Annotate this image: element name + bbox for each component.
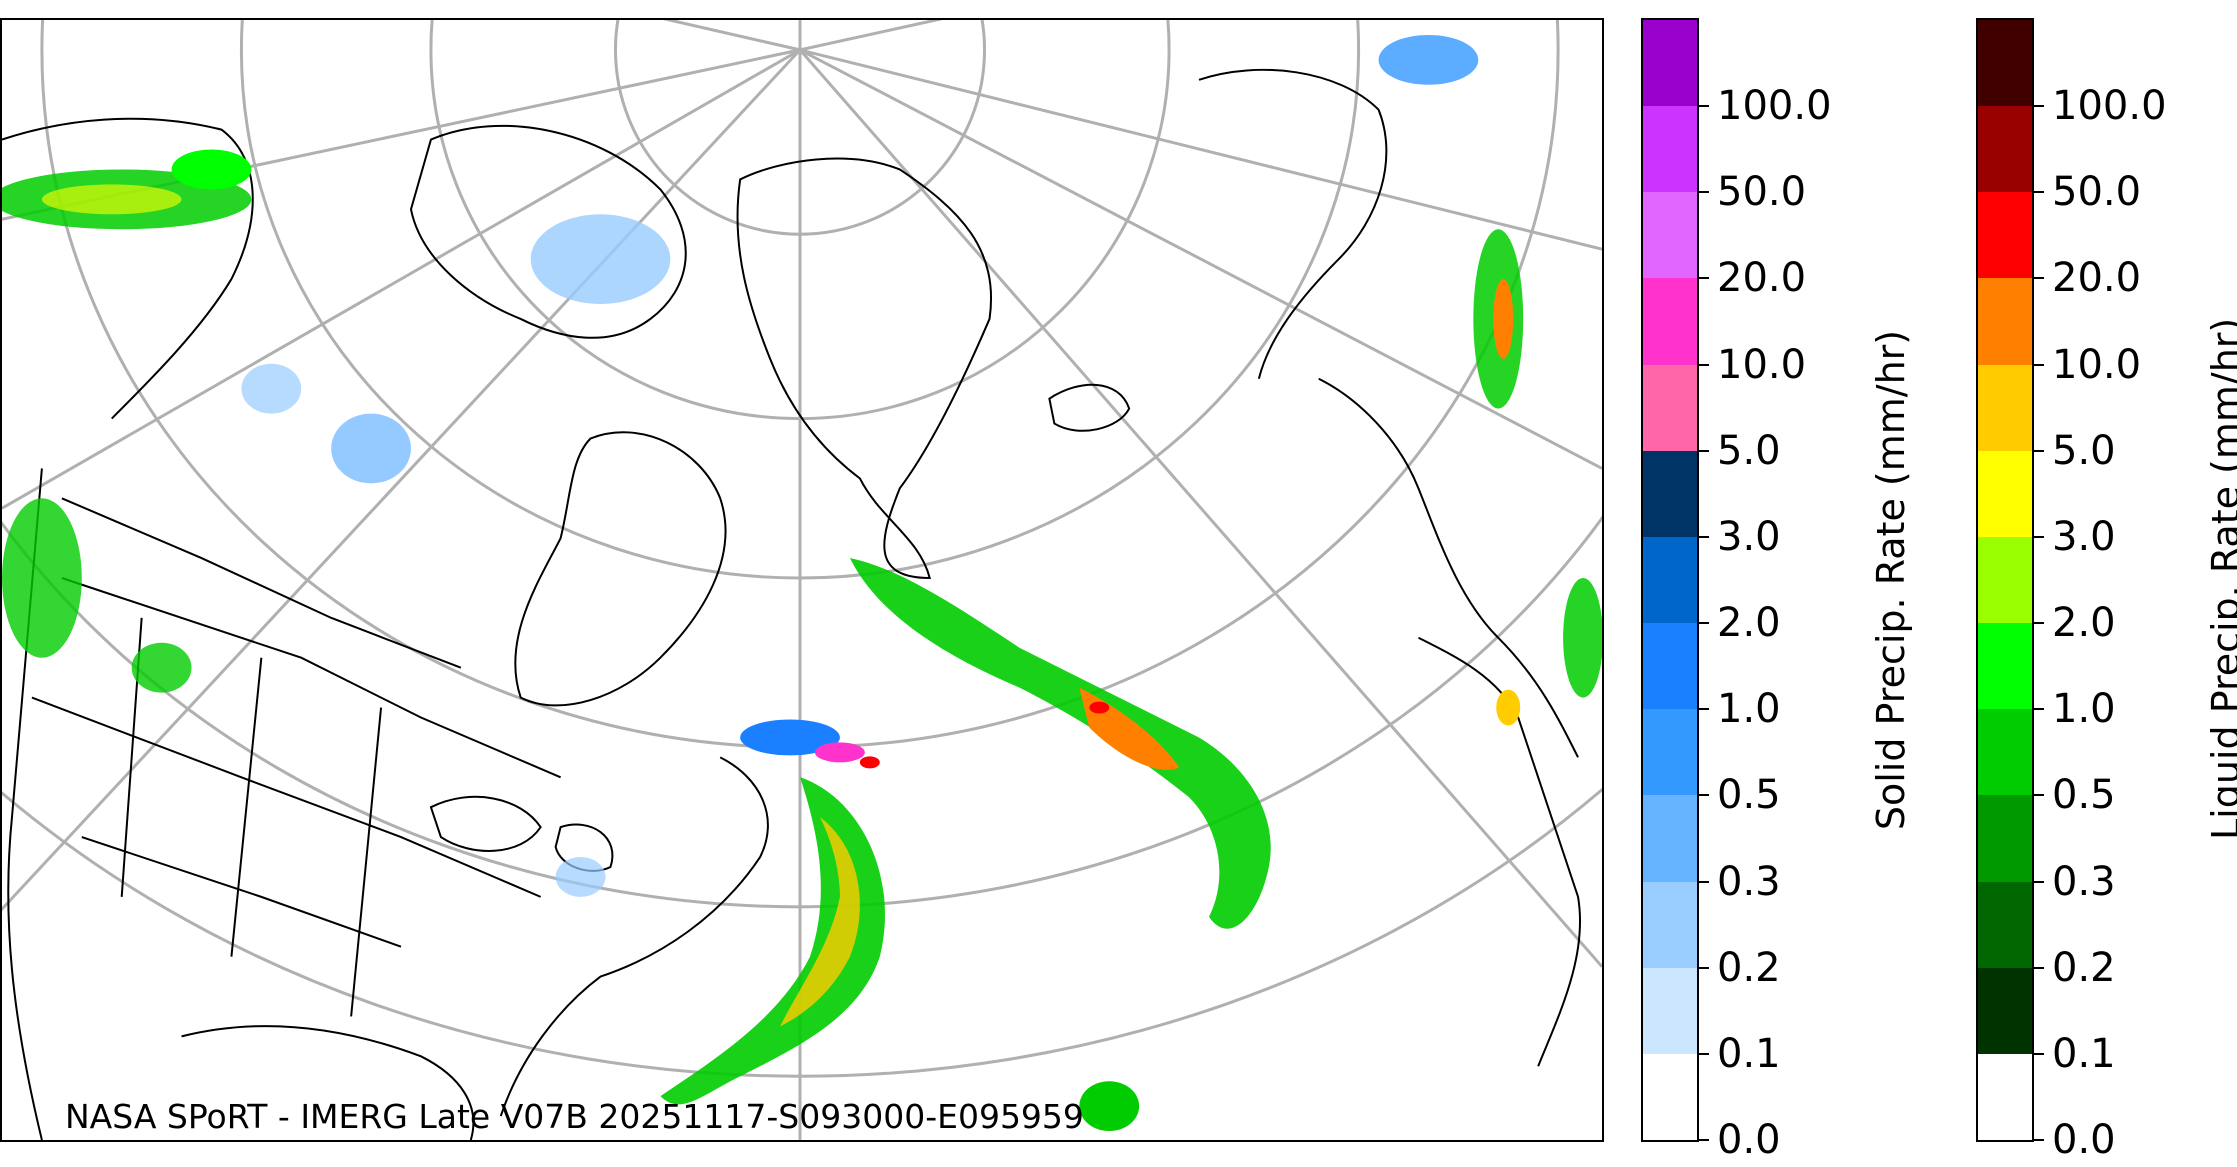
liquid-precip: [2, 149, 1602, 1132]
liquid-colorbar-tick-label: 10.0: [2052, 341, 2142, 388]
liquid-colorbar-tick: [2034, 708, 2044, 711]
solid-colorbar-segment: [1643, 364, 1697, 451]
solid-colorbar-tick: [1699, 708, 1709, 711]
solid-colorbar-tick: [1699, 1139, 1709, 1141]
liquid-colorbar-segment: [1978, 450, 2032, 537]
liquid-colorbar-tick: [2034, 880, 2044, 883]
liquid-colorbar-segment: [1978, 105, 2032, 193]
solid-colorbar-segment: [1643, 967, 1697, 1054]
liquid-colorbar-tick: [2034, 105, 2044, 108]
liquid-colorbar-tick: [2034, 622, 2044, 625]
liquid-colorbar-segment: [1978, 277, 2032, 365]
liquid-colorbar-title: Liquid Precip. Rate (mm/hr): [2204, 317, 2237, 840]
solid-precip: [241, 34, 1479, 897]
map-canvas: [2, 20, 1602, 1140]
solid-colorbar-tick-label: 1.0: [1717, 686, 1781, 733]
solid-colorbar-tick-label: 0.3: [1717, 858, 1781, 905]
liquid-colorbar-tick: [2034, 1139, 2044, 1141]
solid-colorbar-tick: [1699, 105, 1709, 108]
liquid-colorbar-tick: [2034, 794, 2044, 797]
solid-colorbar-segment: [1643, 794, 1697, 882]
liquid-colorbar-tick-label: 1.0: [2052, 686, 2116, 733]
liquid-colorbar-tick: [2034, 277, 2044, 280]
solid-colorbar-tick: [1699, 622, 1709, 625]
solid-colorbar-tick-label: 3.0: [1717, 513, 1781, 560]
solid-colorbar-tick: [1699, 535, 1709, 538]
solid-colorbar-title: Solid Precip. Rate (mm/hr): [1869, 329, 1913, 831]
map-caption: NASA SPoRT - IMERG Late V07B 20251117-S0…: [65, 1097, 1084, 1136]
solid-colorbar-tick-label: 10.0: [1717, 341, 1807, 388]
solid-colorbar-segment: [1643, 622, 1697, 710]
liquid-colorbar-tick-label: 0.1: [2052, 1030, 2116, 1077]
liquid-colorbar-segment: [1978, 536, 2032, 624]
liquid-colorbar-tick-label: 0.3: [2052, 858, 2116, 905]
solid-colorbar-tick-label: 2.0: [1717, 600, 1781, 647]
solid-colorbar-tick: [1699, 880, 1709, 883]
solid-colorbar-segment: [1643, 1053, 1697, 1140]
liquid-colorbar-tick-label: 100.0: [2052, 83, 2167, 130]
solid-colorbar-segment: [1643, 105, 1697, 193]
liquid-colorbar-segment: [1978, 794, 2032, 882]
liquid-colorbar-tick-label: 0.5: [2052, 772, 2116, 819]
solid-colorbar-tick: [1699, 966, 1709, 969]
liquid-colorbar-tick: [2034, 1052, 2044, 1055]
liquid-colorbar-segment: [1978, 19, 2032, 107]
solid-colorbar-segment: [1643, 450, 1697, 537]
liquid-colorbar-segment: [1978, 881, 2032, 968]
liquid-colorbar-tick-label: 5.0: [2052, 427, 2116, 474]
solid-colorbar-tick: [1699, 1052, 1709, 1055]
liquid-colorbar-segment: [1978, 1053, 2032, 1140]
solid-colorbar-tick-label: 20.0: [1717, 255, 1807, 302]
liquid-colorbar-segment: [1978, 708, 2032, 796]
solid-colorbar-tick-label: 0.2: [1717, 944, 1781, 991]
solid-colorbar-tick: [1699, 277, 1709, 280]
liquid-colorbar-tick: [2034, 363, 2044, 366]
solid-colorbar-tick-label: 50.0: [1717, 169, 1807, 216]
liquid-colorbar-tick-label: 0.2: [2052, 944, 2116, 991]
solid-colorbar-tick-label: 100.0: [1717, 83, 1832, 130]
solid-colorbar-tick-label: 0.1: [1717, 1030, 1781, 1077]
solid-colorbar-tick-label: 0.0: [1717, 1117, 1781, 1163]
liquid-colorbar-tick: [2034, 966, 2044, 969]
solid-colorbar-tick: [1699, 794, 1709, 797]
solid-colorbar-tick-label: 0.5: [1717, 772, 1781, 819]
solid-colorbar-segment: [1643, 536, 1697, 624]
liquid-colorbar-tick-label: 3.0: [2052, 513, 2116, 560]
liquid-colorbar-tick: [2034, 535, 2044, 538]
liquid-colorbar-tick-label: 0.0: [2052, 1117, 2116, 1163]
solid-precip-colorbar: [1641, 18, 1699, 1142]
liquid-colorbar-tick-label: 20.0: [2052, 255, 2142, 302]
solid-colorbar-tick: [1699, 191, 1709, 194]
solid-colorbar-segment: [1643, 277, 1697, 365]
solid-colorbar-segment: [1643, 708, 1697, 796]
solid-colorbar-segment: [1643, 881, 1697, 968]
liquid-colorbar-tick-label: 50.0: [2052, 169, 2142, 216]
liquid-colorbar-segment: [1978, 967, 2032, 1054]
liquid-colorbar-tick: [2034, 191, 2044, 194]
liquid-precip-colorbar: [1976, 18, 2034, 1142]
solid-colorbar-tick-label: 5.0: [1717, 427, 1781, 474]
liquid-colorbar-segment: [1978, 191, 2032, 279]
solid-colorbar-segment: [1643, 19, 1697, 107]
liquid-colorbar-tick-label: 2.0: [2052, 600, 2116, 647]
liquid-colorbar-segment: [1978, 364, 2032, 451]
solid-colorbar-tick: [1699, 449, 1709, 452]
precip-map: NASA SPoRT - IMERG Late V07B 20251117-S0…: [0, 18, 1604, 1142]
liquid-colorbar-segment: [1978, 622, 2032, 710]
solid-colorbar-tick: [1699, 363, 1709, 366]
liquid-colorbar-tick: [2034, 449, 2044, 452]
solid-colorbar-segment: [1643, 191, 1697, 279]
coastlines: [2, 68, 1582, 1140]
